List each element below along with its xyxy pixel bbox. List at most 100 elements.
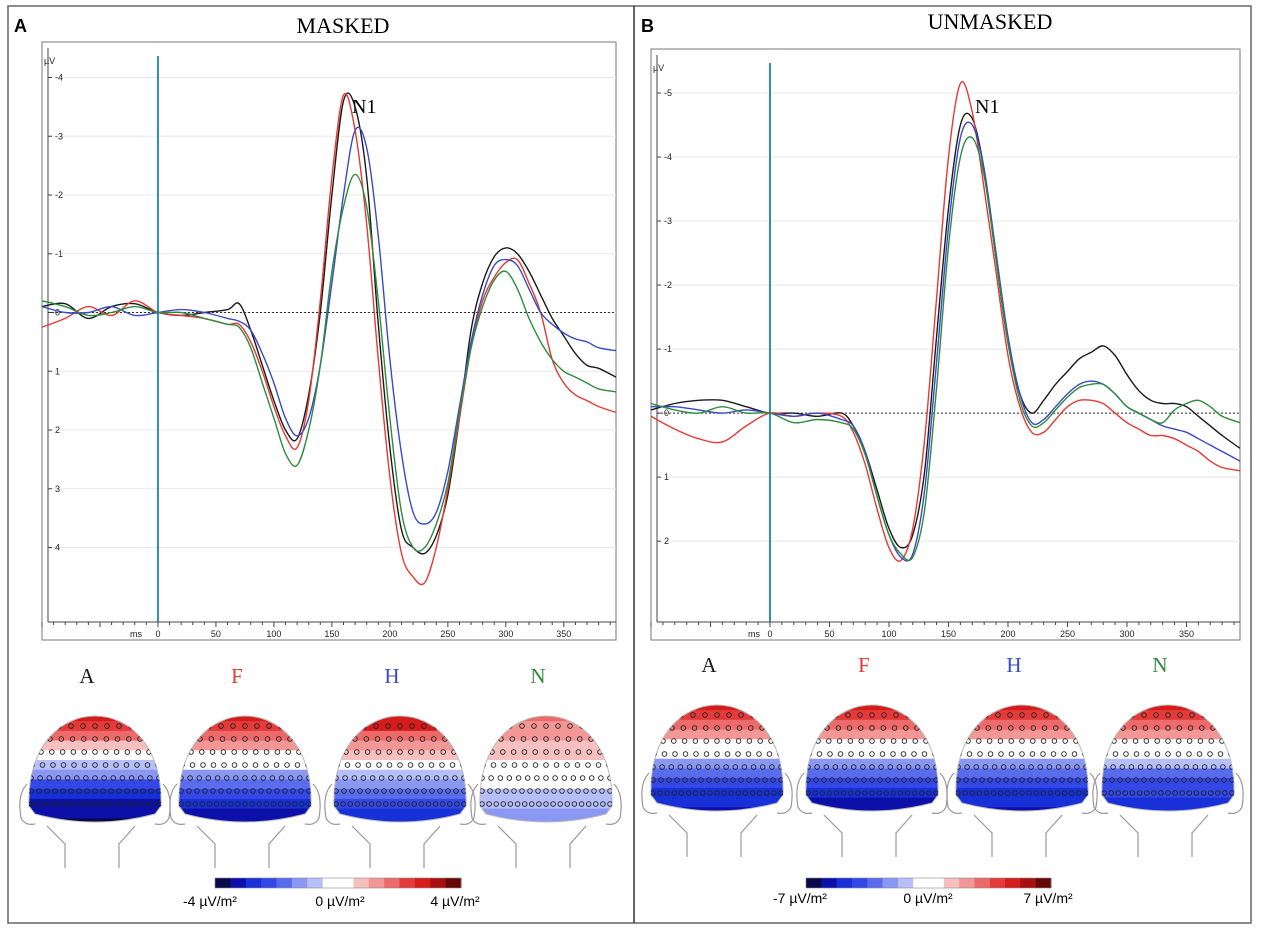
panel-a-topomap-a-electrode [93,711,98,716]
panel-b-topomap-a-electrode [762,777,768,783]
panel-a-topomap-h-electrode [364,749,371,755]
panel-a-topomap-f-electrode [250,788,256,794]
panel-a-topomap-f-electrode [285,749,291,755]
panel-a-topomap-h-electrode [365,762,372,768]
panel-b-topomap-n-electrode [1220,764,1226,770]
panel-b-topomap-h-electrode [1027,777,1033,783]
panel-a-topomap-h-electrode [449,762,456,768]
panel-a-topomap-f-right-ear [304,783,321,825]
panel-b-topomap-h-electrode [1031,712,1037,718]
panel-b-topomap-h-electrode [1053,725,1059,731]
panel-b-topomap-n-electrode [1112,751,1119,757]
panel-b-topomap-f-electrode [837,751,844,757]
panel-b-topomap-h: H [946,653,1098,857]
panel-a-topomap-n-electrode [536,801,542,807]
panel-b-topomap-n-electrode [1207,751,1213,757]
panel-a-topomap-f-electrode [221,762,227,768]
panel-b-topomap-a-electrode [678,790,685,796]
panel-a-topomap-h-electrode [390,801,396,807]
panel-b-topomap-a-electrode [702,712,708,718]
panel-a-topomap-h-electrode [418,749,425,755]
panel-a-topomap-h-band [333,779,467,791]
panel-b-topomap-f-electrode [855,790,861,796]
panel-b-topomap-h-electrode [985,725,992,731]
panel-a-colorbar-max-label: 4 µV/m² [430,893,480,909]
panel-a-topomap-a-electrode [120,711,125,716]
panel-a-y-unit: µV [44,56,55,66]
panel-b-topomap-n-electrode [1189,712,1195,718]
panel-a-topomap-f-electrode [209,749,216,755]
panel-b-colorbar-swatch [867,878,884,888]
panel-a-topomap-f-electrode [186,788,192,794]
panel-a-topomap-a-electrode [63,801,70,807]
panel-a-topomap-a-electrode [55,775,62,781]
panel-a-topomap-n-electrode [520,736,527,742]
panel-a-topomap-h-electrode [407,762,414,768]
panel-a-topomap-f: F [169,664,321,868]
panel-b-topomap-a-electrode [677,764,684,770]
panel-b-topomap-n-electrode [1166,687,1171,692]
panel-b-topomap-h-electrode [973,764,980,770]
panel-a-topomap-f-electrode [189,762,196,768]
panel-a-topomap-h-electrode [369,775,376,781]
panel-a-topomap-a-electrode [28,788,34,794]
panel-a-topomap-n-electrode [506,775,513,781]
panel-b-topomap-n-electrode [1133,777,1139,783]
panel-a-colorbar-swatch [322,878,339,888]
panel-a-x-tick-label: 0 [155,629,160,639]
panel-b-topomap-h-electrode [1050,751,1057,757]
panel-b-topomap-a-electrode [735,738,742,744]
panel-b-topomap-f-electrode [890,790,897,796]
panel-a-topomap-n-electrode [487,788,493,794]
panel-a-y-tick-label: -4 [55,73,63,83]
panel-b-topomap-a-electrode [735,751,741,757]
panel-a-topomap-h-band [333,730,467,742]
panel-b-topomap-f-electrode [881,712,887,718]
panel-b-topomap-f-electrode [905,764,912,770]
panel-a-y-tick-label: -3 [55,131,63,141]
panel-a-topomap-n-electrode [564,762,570,768]
panel-a-topomap-a-electrode [46,775,53,781]
panel-a-topomap-n-band [479,779,613,791]
panel-a-topomap-a-band [21,702,169,713]
panel-a-topomap-n-scalp-outline [479,715,613,823]
panel-a-topomap-f-electrode [274,788,280,794]
panel-b-topomap-a-electrode [769,764,775,770]
panel-a-topomap-n-neck-outline [497,825,587,868]
panel-a-colorbar-swatch [338,878,354,888]
panel-a-x-tick-label: 100 [266,629,281,639]
panel-b-topomap-a-electrode [697,687,702,692]
panel-a-colorbar-swatch [430,878,447,888]
panel-b-topomap-h-electrode [1033,700,1038,705]
panel-b-topomap-n-electrode [1186,790,1193,796]
panel-b-colorbar-swatch [974,878,991,888]
panel-a-topomap-n-electrode [583,788,589,794]
panel-a-topomap-n-electrode [509,736,516,742]
panel-a-topomap-f-electrode [297,775,303,781]
panel-a-topomap-n-electrode [526,698,531,703]
panel-a-y-tick-label: 1 [55,366,60,376]
panel-b-topomap-f-right-ear [931,772,948,814]
panel-b-topomap-a-electrode [661,751,668,757]
panel-a-topomap-f-electrode [258,788,264,794]
panel-a-topomap-n-electrode [598,775,604,781]
panel-b-topomap-n-electrode [1196,751,1203,757]
panel-a-topomap-f-electrode [242,723,248,729]
panel-b-topomap-f-electrode [879,751,886,757]
panel-b-topomap-h-electrode [1003,777,1009,783]
panel-b-topomap-a-electrode [700,790,706,796]
panel-a-topomap-h-electrode [344,762,351,768]
panel-b-x-tick-label: 0 [767,629,772,639]
panel-b-colorbar-swatch [1005,878,1021,888]
panel-a-topomap-a-electrode [123,762,130,768]
panel-b-topomap-f-band [805,768,939,780]
panel-a-topomap-a-electrode [92,736,98,742]
panel-a-topomap-f-band [178,818,312,822]
panel-a-topomap-n-electrode [531,723,537,729]
panel-b-topomap-h-electrode [1075,777,1081,783]
panel-a-topomap-f-band [171,702,319,713]
panel-b-topomap-f-band [805,749,939,760]
panel-a-topomap-n-electrode [532,736,538,742]
panel-a-topomap-f-electrode [187,775,193,781]
